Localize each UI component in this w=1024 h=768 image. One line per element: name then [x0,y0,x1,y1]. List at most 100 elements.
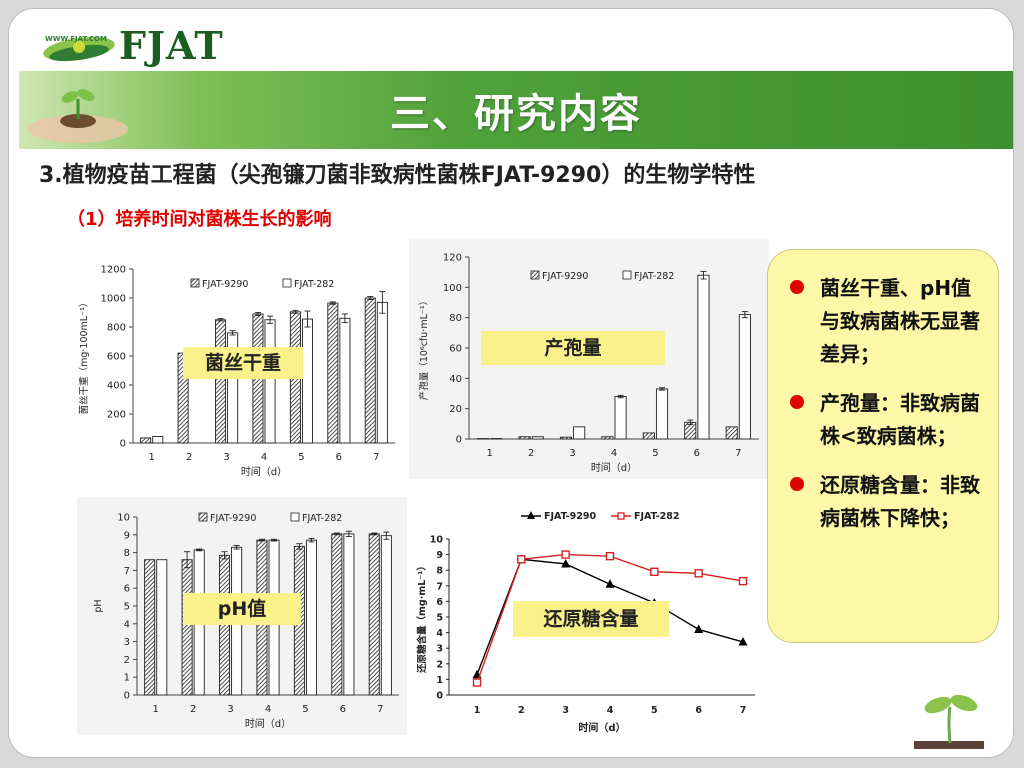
bar-fjat-9290 [518,436,531,440]
slide: WWW.FJAT.COM FJAT 三、研究内容 3.植物疫苗工程菌（尖孢镰刀菌… [8,8,1014,758]
y-tick-label: 200 [107,410,126,421]
y-tick-label: 1 [436,675,443,686]
x-tick-label: 7 [373,452,379,463]
legend-swatch [530,270,540,280]
point-fjat-9290 [561,558,571,568]
conclusion-item: 菌丝干重、pH值与致病菌株无显著差异； [790,272,984,371]
point-fjat-282 [650,567,659,576]
bullet-icon [790,280,804,294]
sprout-icon [914,694,984,749]
bar-fjat-9290 [144,559,156,696]
logo-url: WWW.FJAT.COM [45,35,107,43]
conclusion-note: 菌丝干重、pH值与致病菌株无显著差异； 产孢量：非致病菌株<致病菌株； 还原糖含… [767,249,999,643]
point-fjat-282 [738,576,748,586]
x-axis-label: 时间（d） [591,461,637,474]
x-tick-label: 5 [298,452,304,463]
x-tick-label: 3 [569,448,575,459]
y-tick-label: 2 [124,655,130,666]
x-tick-label: 3 [223,452,229,463]
point-fjat-282 [605,551,615,561]
x-tick-label: 6 [695,705,702,716]
bar-fjat-282 [531,436,544,440]
y-tick-label: 400 [107,381,126,392]
point-fjat-282 [561,550,570,559]
y-tick-label: 1000 [101,294,126,305]
y-axis-label: pH [93,599,104,612]
chart-tag-dry-weight: 菌丝干重 [183,347,303,379]
bar-fjat-282 [697,274,710,440]
x-tick-label: 1 [149,452,155,463]
bar-fjat-9290 [215,319,227,444]
y-axis-label: 产孢量（10⁶cfu·mL⁻¹） [418,296,430,400]
conclusion-item: 还原糖含量：非致病菌株下降快； [790,469,984,535]
x-tick-label: 3 [562,705,569,716]
bar-fjat-282 [305,539,317,696]
x-tick-label: 4 [265,704,271,715]
point-fjat-282 [472,678,482,687]
legend-label: FJAT-282 [634,511,680,522]
y-tick-label: 3 [436,644,443,655]
y-tick-label: 10 [117,513,130,524]
bar-fjat-282 [339,317,351,444]
y-tick-label: 0 [124,691,130,702]
y-tick-label: 4 [436,628,443,639]
bar-fjat-9290 [368,533,380,696]
legend-label: FJAT-9290 [202,279,248,290]
x-tick-label: 1 [474,705,481,716]
x-tick-label: 4 [607,705,614,716]
x-tick-label: 2 [518,705,525,716]
y-tick-label: 1 [124,673,130,684]
leaf-logo-icon [43,37,115,62]
bar-fjat-9290 [364,297,376,444]
bar-fjat-9290 [725,426,738,440]
chart-sugar: 0 1 2 3 4 5 6 7 8 9 10 1 2 3 4 5 6 7 FJAT-9290 FJAT-282 时间（d… [409,497,761,737]
legend-label: FJAT-9290 [542,271,588,282]
legend-swatch [198,512,208,522]
y-tick-label: 0 [456,435,462,446]
bar-fjat-9290 [559,436,573,440]
y-tick-label: 6 [436,597,443,608]
y-tick-label: 7 [124,566,130,577]
y-tick-label: 600 [107,352,126,363]
page-title: 三、研究内容 [390,91,642,137]
sugar-line-chart: 0 1 2 3 4 5 6 7 8 9 10 1 2 3 4 5 6 7 FJAT-9290 FJAT-282 时间（d… [416,511,755,734]
bar-fjat-9290 [331,533,343,696]
x-tick-label: 7 [735,448,741,459]
x-tick-label: 3 [227,704,233,715]
legend-swatch [290,512,300,522]
y-tick-label: 800 [107,323,126,334]
chart-tag-sugar: 还原糖含量 [513,601,669,637]
chart-spore: 0 20 40 60 80 100 120 1 2 3 4 5 6 7 FJAT-9290 FJAT-282 时… [409,239,769,479]
point-fjat-9290 [738,636,748,646]
fjat-logo: WWW.FJAT.COM FJAT [39,23,223,71]
y-tick-label: 6 [124,584,130,595]
bar-fjat-9290 [642,432,655,440]
conclusion-list: 菌丝干重、pH值与致病菌株无显著差异； 产孢量：非致病菌株<致病菌株； 还原糖含… [768,250,998,535]
y-tick-label: 3 [124,637,130,648]
point-fjat-282 [517,555,526,564]
bar-fjat-9290 [601,436,614,440]
bullet-icon [790,395,804,409]
bar-fjat-282 [655,388,669,440]
bar-fjat-282 [614,396,627,440]
y-tick-label: 0 [120,439,126,450]
bar-fjat-282 [738,314,751,440]
legend-swatch [622,270,632,280]
y-tick-label: 1200 [101,265,126,276]
y-tick-label: 60 [449,344,462,355]
chart-tag-spore: 产孢量 [481,331,665,365]
conclusion-text: 产孢量：非致病菌株<致病菌株； [820,391,980,448]
x-tick-label: 1 [487,448,493,459]
y-tick-label: 2 [436,659,443,670]
conclusion-text: 菌丝干重、pH值与致病菌株无显著差异； [820,276,980,366]
logo-brand: FJAT [119,23,224,68]
bar-fjat-282 [156,559,168,696]
x-tick-label: 5 [302,704,308,715]
legend-marker [617,512,625,520]
y-tick-label: 120 [443,253,462,264]
x-tick-label: 6 [694,448,700,459]
bar-fjat-9290 [327,302,339,444]
x-tick-label: 2 [528,448,534,459]
subtitle: 3.植物疫苗工程菌（尖孢镰刀菌非致病性菌株FJAT-9290）的生物学特性 [39,163,756,188]
point-fjat-9290 [694,624,704,633]
